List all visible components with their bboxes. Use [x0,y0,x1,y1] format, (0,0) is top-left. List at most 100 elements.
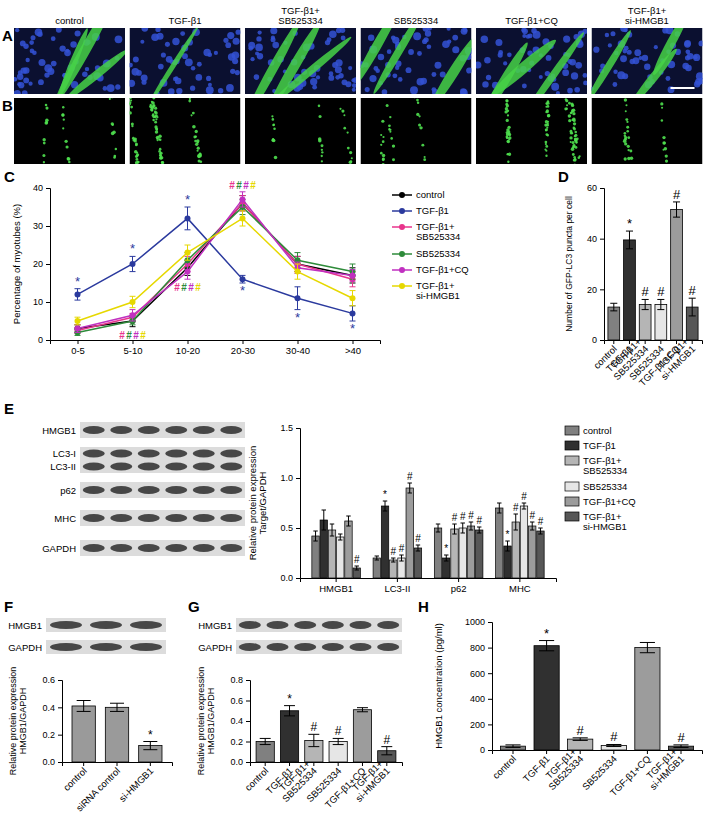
label-line: control [490,753,518,781]
puncta [389,129,391,131]
micrograph [476,28,587,94]
tick-mark [681,750,682,754]
label-line: # [610,729,618,744]
puncta [62,106,64,108]
nucleus [20,41,26,47]
marker [350,310,356,316]
puncta [199,153,201,155]
puncta [665,160,668,163]
puncta [135,158,138,161]
significance-mark: * [506,529,510,540]
puncta [154,121,157,124]
nucleus [38,79,44,85]
blot-band [220,450,242,458]
blot-band [239,621,261,629]
label-line: D [558,168,569,185]
puncta [61,113,64,116]
nucleus [522,83,527,88]
tick-mark [150,762,151,766]
blot-band [266,621,288,629]
error-bar [444,555,448,561]
label-line: # [689,283,697,298]
tick-label: 0.2 [42,730,55,740]
myotube [63,47,125,94]
marker [75,326,81,332]
tick-label: control [61,765,89,793]
tick: 1000 [465,617,492,627]
blot-band [349,643,371,651]
puncta [62,127,64,129]
nucleus [51,36,56,41]
puncta [343,127,346,130]
blot-band [220,544,242,552]
label-line: C [4,168,15,185]
error-bar [322,510,326,530]
puncta [154,116,157,119]
label-line: si-HMGB1 [117,765,156,804]
blot-band [110,463,132,471]
tick-label: MHC [509,583,531,594]
puncta [546,127,548,129]
tick-label: 40 [587,234,597,244]
tick-label: 0.5 [280,523,293,533]
nucleus [196,74,203,81]
puncta [573,119,576,122]
nucleus [227,32,234,39]
puncta [347,147,350,150]
tick-label: 1.5 [280,423,293,433]
label-line: control [55,15,84,26]
image-background [476,98,587,164]
significance-mark: * [185,192,190,207]
nucleus [185,58,193,66]
puncta [663,142,666,145]
blot-band [110,486,132,494]
western-blot: HMGB1LC3-ILC3-IIp62MHCGAPDH [42,422,245,556]
puncta [572,109,576,113]
blot-strip [80,422,245,438]
tick-mark [78,340,79,344]
error-bar [130,296,136,307]
tick-mark [488,673,492,674]
nucleus [316,75,320,79]
nucleus [484,57,491,64]
blot-strip [46,640,166,654]
tick-label: 0.6 [230,696,243,706]
micrograph [245,28,356,94]
label-line: TGF-β1 [416,205,449,216]
puncta [624,98,627,101]
nucleus [574,87,580,93]
puncta [507,161,509,163]
label-line: HMGB1 [319,583,353,594]
puncta [506,99,509,102]
tick: 40 [33,183,50,193]
error-bar [185,245,191,260]
legend-label: TGF-β1+SB525334 [416,221,460,242]
error-bar [657,299,664,309]
x-axis: 0-55-1010-2020-3030-40>40 [51,340,381,356]
nucleus [685,55,690,60]
puncta [273,123,275,125]
label-line: MHC [54,513,76,524]
error-bar [375,556,379,560]
label-line: # [126,330,132,341]
bar [345,521,352,578]
puncta [347,131,349,133]
puncta [389,116,391,118]
label-line: # [250,180,256,191]
nucleus [368,35,374,41]
nucleus [567,88,573,94]
tick: 20-30 [231,340,255,356]
nucleus [17,74,23,80]
error-bar [350,268,356,283]
significance-mark: # [577,723,585,738]
tick: 600 [470,669,492,679]
legend-label: TGF-β1+SB525334 [583,455,627,476]
nucleus [395,66,399,70]
nucleus [666,76,671,81]
puncta [382,158,385,161]
error-bar [642,299,649,309]
significance-mark: * [295,310,300,325]
error-bar [240,275,246,283]
error-bar [330,524,334,536]
significance-mark: # [415,533,421,544]
